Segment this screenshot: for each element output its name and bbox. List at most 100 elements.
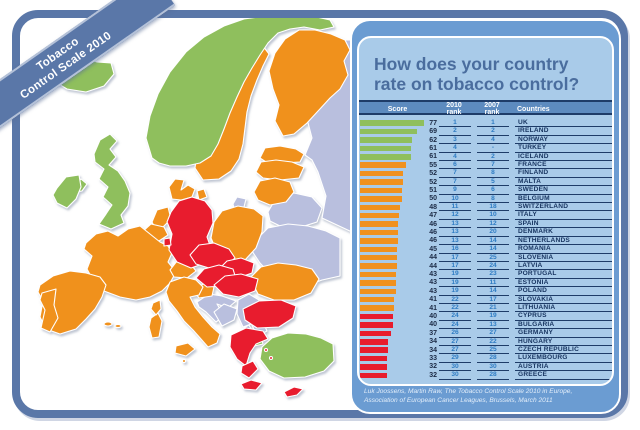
- score-bar: [360, 347, 389, 353]
- rank-2007: 28: [477, 371, 509, 380]
- country-name: LATVIA: [515, 262, 612, 271]
- rank-2007: 25: [477, 346, 509, 355]
- rank-2010: 17: [439, 262, 471, 271]
- table-row: 55 6 7 FRANCE: [360, 161, 612, 170]
- rank-2010: 7: [439, 169, 471, 178]
- score-bar: [360, 238, 399, 244]
- rank-2010: 9: [439, 186, 471, 195]
- score-bar: [360, 212, 399, 219]
- rank-2007: 18: [477, 203, 509, 212]
- rank-2010: 22: [439, 296, 471, 304]
- table-row: 32 30 30 AUSTRIA: [360, 363, 612, 372]
- map-country-ireland: [52, 174, 82, 209]
- map-greek-island: [263, 347, 269, 353]
- score-bar: [360, 221, 399, 227]
- score-value: 61: [429, 153, 437, 161]
- map-country-bosnia: [213, 303, 238, 327]
- map-country-sardinia: [148, 312, 163, 339]
- map-country-luxembourg: [163, 237, 172, 247]
- score-bar: [360, 204, 400, 211]
- country-name: HUNGARY: [515, 338, 612, 346]
- panel-title: How does your country rate on tobacco co…: [359, 38, 612, 94]
- table-row: 45 16 14 ROMANIA: [360, 245, 612, 254]
- rank-2007: 4: [477, 136, 509, 145]
- map-country-uk: [93, 133, 131, 230]
- country-name: TURKEY: [515, 144, 612, 153]
- rank-2007: 7: [477, 161, 509, 170]
- score-bar: [360, 305, 394, 311]
- score-bar: [360, 170, 404, 177]
- score-bar: [360, 154, 411, 160]
- map-balearic-islands-2: [114, 323, 122, 329]
- map-country-corsica: [150, 299, 162, 316]
- map-country-crete: [240, 379, 263, 391]
- map-country-cyprus: [283, 386, 304, 398]
- country-name: BULGARIA: [515, 321, 612, 330]
- score-bar: [360, 313, 394, 320]
- table-row: 47 12 10 ITALY: [360, 211, 612, 220]
- table-row: 48 11 18 SWITZERLAND: [360, 203, 612, 212]
- country-name: SWEDEN: [515, 186, 612, 195]
- rank-2010: 3: [439, 136, 471, 145]
- rank-2007: 17: [477, 296, 509, 304]
- ranking-panel: How does your country rate on tobacco co…: [350, 19, 621, 414]
- country-name: FRANCE: [515, 161, 612, 170]
- rank-2010: 13: [439, 220, 471, 229]
- table-row: 52 7 5 MALTA: [360, 178, 612, 187]
- score-value: 43: [429, 287, 437, 295]
- score-bar: [360, 372, 387, 379]
- score-value: 40: [429, 321, 437, 329]
- rank-2010: 19: [439, 270, 471, 279]
- rank-2010: 19: [439, 279, 471, 288]
- score-value: 44: [429, 262, 437, 270]
- table-header: Score 2010 rank 2007 rank Countries: [359, 100, 612, 116]
- score-bar: [360, 330, 391, 337]
- score-bar: [360, 145, 411, 152]
- table-row: 43 19 23 PORTUGAL: [360, 270, 612, 279]
- score-bar: [360, 263, 397, 269]
- country-name: CYPRUS: [515, 312, 612, 321]
- table-row: 61 4 - TURKEY: [360, 144, 612, 153]
- country-name: BELGIUM: [515, 195, 612, 204]
- score-bar: [360, 179, 404, 185]
- score-bar: [360, 229, 399, 236]
- map-country-turkey: [259, 332, 335, 379]
- table-row: 51 9 6 SWEDEN: [360, 186, 612, 195]
- rank-2010: 29: [439, 354, 471, 363]
- score-value: 41: [429, 296, 437, 304]
- rank-2007: 2: [477, 127, 509, 136]
- rank-2007: 1: [477, 119, 509, 128]
- ranking-panel-inner: How does your country rate on tobacco co…: [357, 36, 614, 386]
- map-country-romania: [249, 262, 320, 301]
- country-name: UK: [515, 119, 612, 128]
- rank-2010: 4: [439, 153, 471, 162]
- rank-2007: 30: [477, 363, 509, 372]
- rank-2010: 13: [439, 228, 471, 237]
- table-row: 41 22 17 SLOVAKIA: [360, 296, 612, 304]
- score-value: 52: [429, 170, 437, 178]
- rank-2010: 4: [439, 144, 471, 153]
- map-country-malta: [181, 358, 187, 364]
- score-value: 50: [429, 195, 437, 203]
- table-row: 43 19 11 ESTONIA: [360, 279, 612, 288]
- rank-2010: 27: [439, 346, 471, 355]
- score-bar: [360, 339, 389, 345]
- table-row: 44 17 25 SLOVENIA: [360, 254, 612, 262]
- rank-2007: 5: [477, 178, 509, 187]
- table-row: 37 26 27 GERMANY: [360, 329, 612, 338]
- country-name: ICELAND: [515, 153, 612, 162]
- column-header-2007-rank: 2007 rank: [484, 102, 500, 116]
- country-name: NORWAY: [515, 136, 612, 145]
- rank-2007: 14: [477, 287, 509, 296]
- score-bar: [360, 137, 412, 143]
- country-name: LITHUANIA: [515, 304, 612, 313]
- rank-2007: 23: [477, 270, 509, 279]
- score-bar: [360, 271, 396, 278]
- country-name: ESTONIA: [515, 279, 612, 288]
- score-value: 47: [429, 212, 437, 220]
- score-value: 45: [429, 245, 437, 253]
- score-bar: [360, 120, 424, 126]
- country-name: AUSTRIA: [515, 363, 612, 372]
- map-balearic-islands: [103, 321, 113, 327]
- table-row: 77 1 1 UK: [360, 119, 612, 128]
